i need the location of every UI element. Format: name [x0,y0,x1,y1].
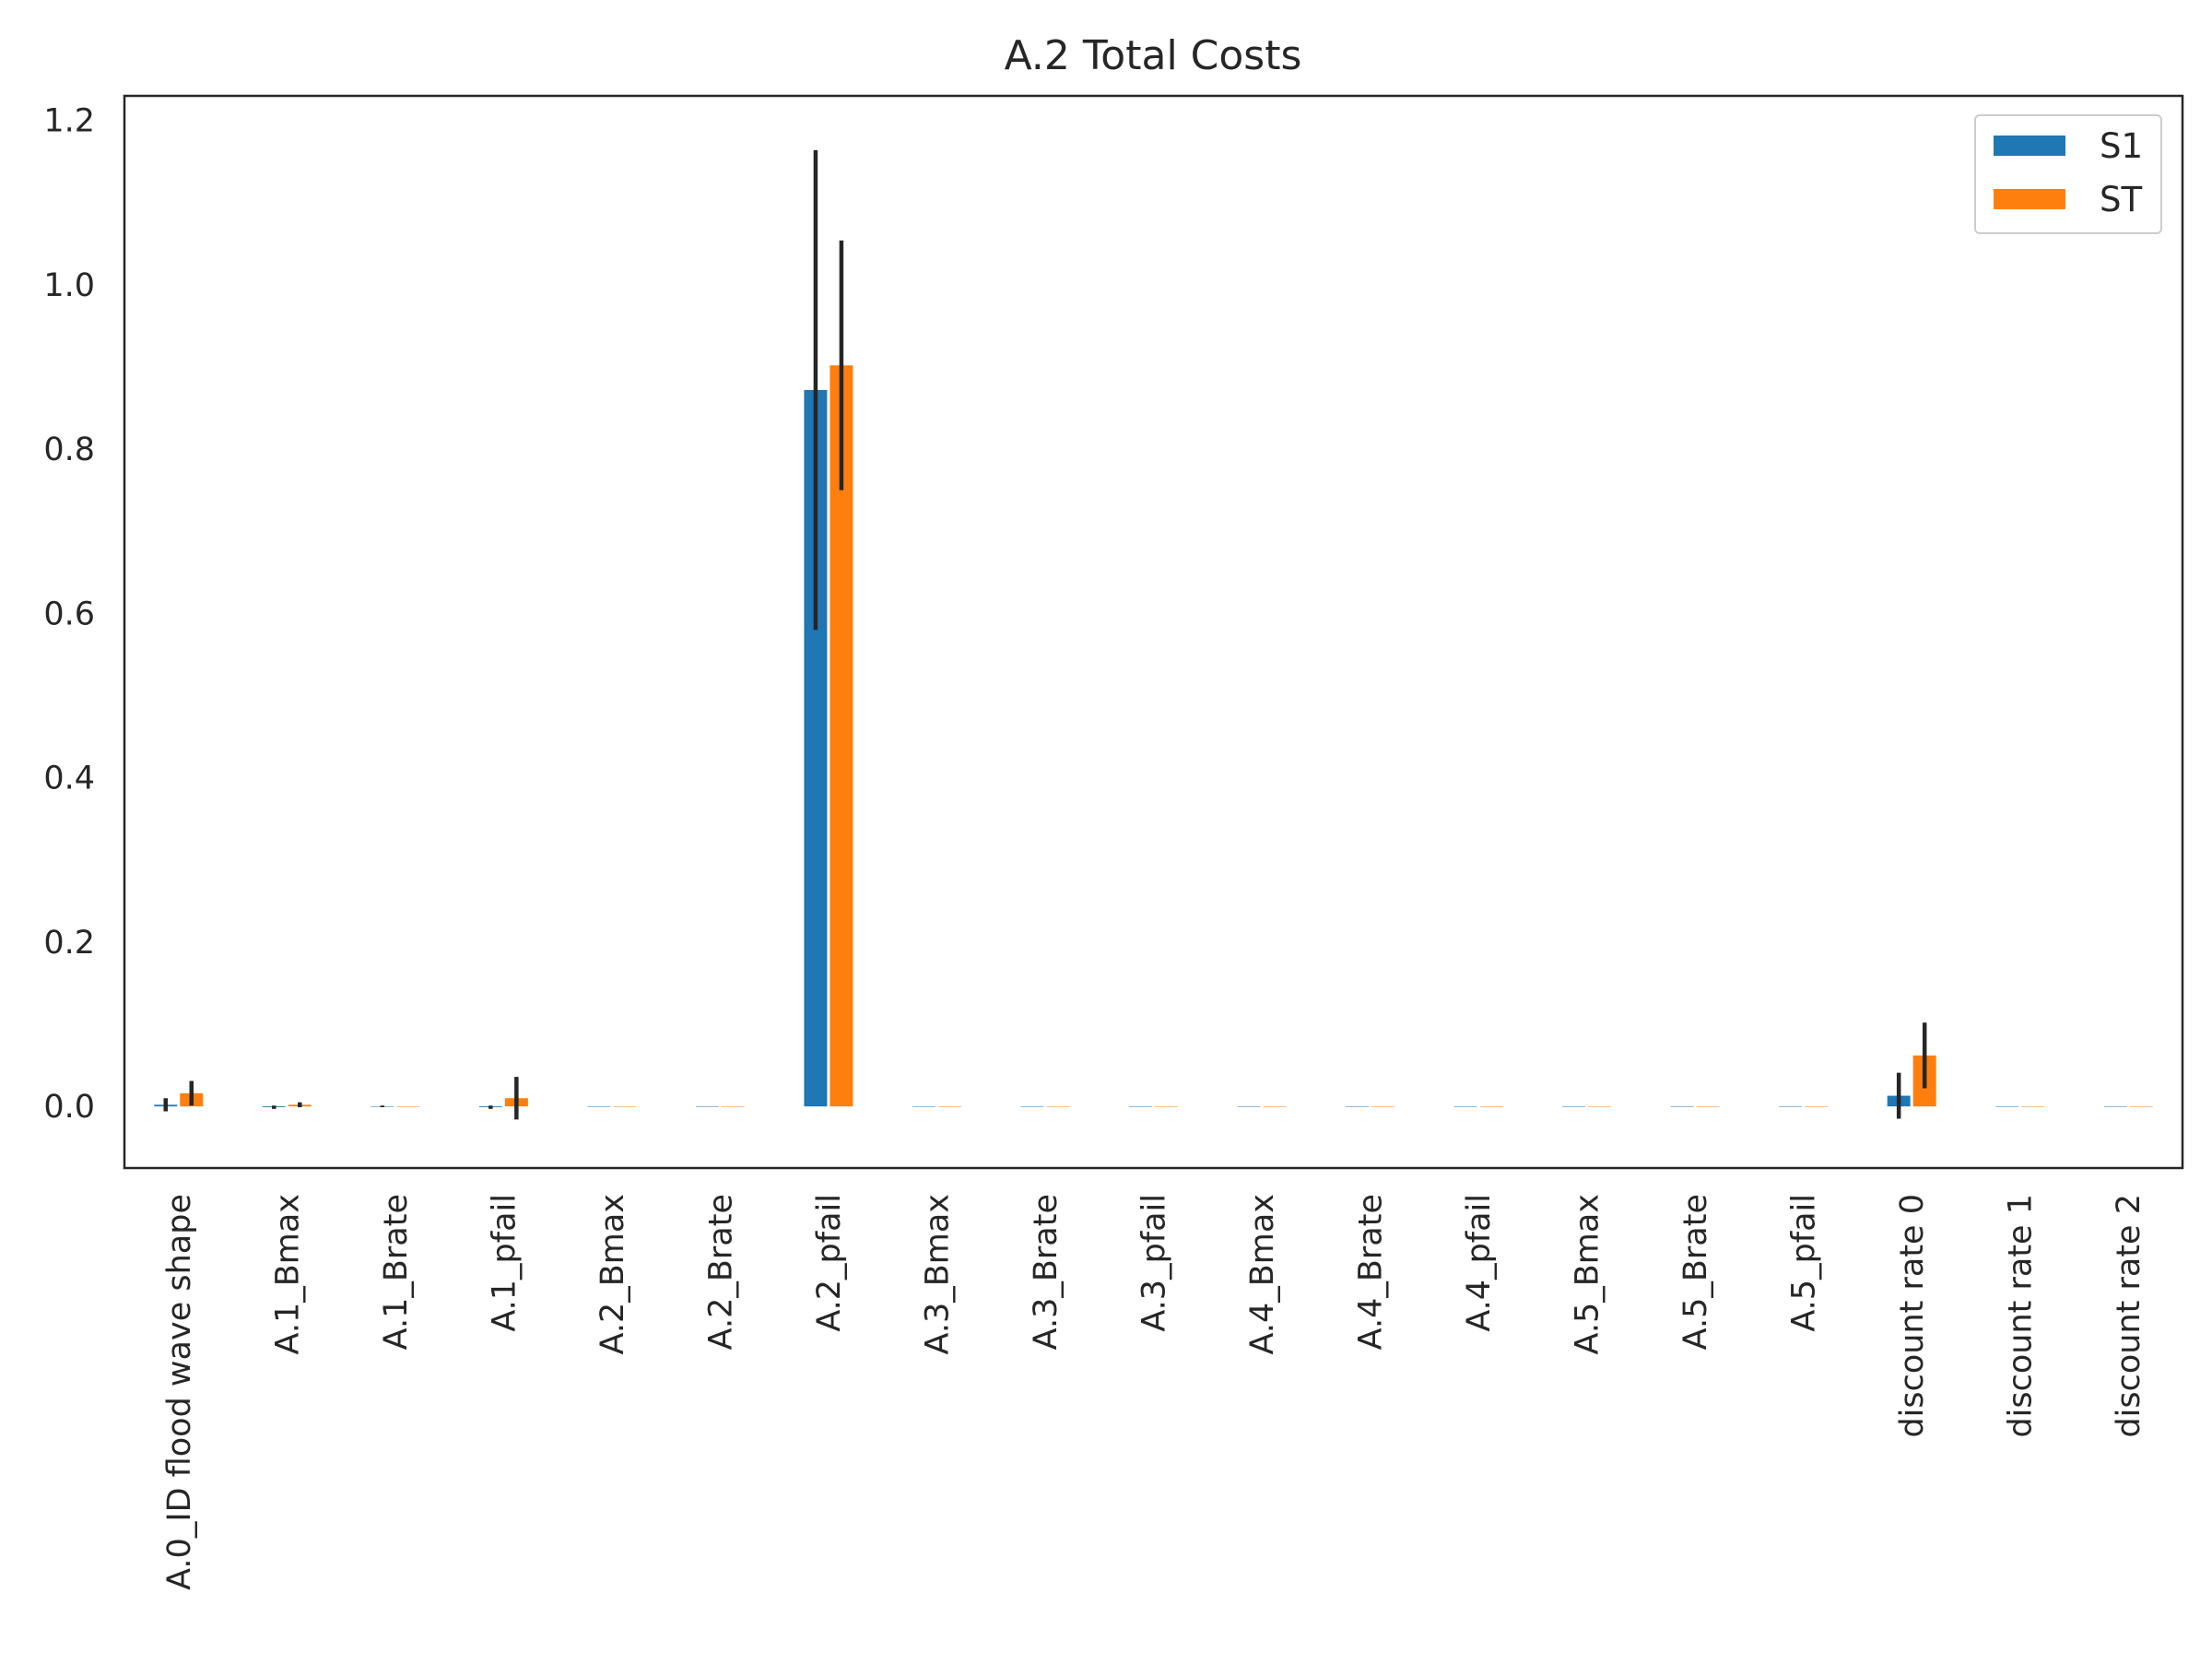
y-tick-label: 1.2 [43,103,95,140]
errorbars-layer [163,149,1927,1120]
y-tick-label: 0.6 [43,596,95,632]
y-tick-label: 0.8 [43,431,95,468]
legend: S1 ST [1974,114,2162,234]
bar-st-15 [1805,1106,1829,1107]
y-tick-label: 0.2 [43,925,95,962]
bar-st-12 [1479,1106,1503,1107]
bar-st-14 [1696,1106,1720,1107]
x-tick-label: A.5_Bmax [1570,1194,1606,1355]
x-tick-label: A.5_Brate [1677,1194,1714,1350]
chart-title: A.2 Total Costs [1005,32,1302,79]
bar-s1-15 [1779,1106,1803,1107]
x-tick-label: discount rate 2 [2111,1194,2147,1438]
legend-label-st: ST [2100,180,2142,219]
bar-s1-14 [1670,1106,1694,1107]
bar-st-2 [396,1106,420,1107]
bar-st-10 [1263,1106,1287,1107]
bar-st-17 [2021,1106,2045,1107]
bar-st-11 [1371,1106,1395,1107]
bar-st-7 [937,1106,961,1107]
x-tick-label: discount rate 1 [2003,1194,2040,1438]
y-tick-label: 1.0 [43,267,95,304]
bar-s1-17 [1995,1106,2019,1107]
bar-st-4 [613,1106,637,1107]
legend-label-s1: S1 [2100,126,2143,166]
bar-st-18 [2129,1106,2153,1107]
bar-st-8 [1046,1106,1070,1107]
x-tick-label: A.3_Bmax [919,1194,956,1355]
y-axis: 0.0 0.2 0.4 0.6 0.8 1.0 1.2 [43,103,95,1126]
x-axis: A.0_ID flood wave shape A.1_Bmax A.1_Brate… [161,1194,2147,1590]
x-tick-label: A.1_pfail [486,1194,523,1332]
legend-swatch-s1 [1994,136,2065,156]
x-tick-label: A.2_Bmax [594,1194,631,1355]
bar-st-5 [721,1106,745,1107]
bar-s1-13 [1562,1106,1586,1107]
y-tick-label: 0.4 [43,761,95,797]
bar-s1-10 [1237,1106,1261,1107]
y-tick-label: 0.0 [43,1089,95,1126]
bar-s1-4 [587,1106,611,1107]
x-tick-label: A.0_ID flood wave shape [161,1194,198,1590]
x-tick-label: A.1_Bmax [269,1194,306,1355]
bar-st-13 [1588,1106,1612,1107]
bar-s1-5 [695,1106,719,1107]
x-tick-label: A.1_Brate [378,1194,415,1350]
x-tick-label: A.2_Brate [702,1194,739,1350]
x-tick-label: A.4_pfail [1461,1194,1498,1332]
bar-s1-12 [1453,1106,1477,1107]
x-tick-label: A.4_Brate [1353,1194,1390,1350]
x-tick-label: A.4_Bmax [1244,1194,1281,1355]
bar-s1-18 [2103,1106,2127,1107]
bar-s1-11 [1346,1106,1370,1107]
x-tick-label: A.5_pfail [1786,1194,1823,1332]
x-tick-label: A.3_Brate [1028,1194,1065,1350]
bar-st-9 [1155,1106,1178,1107]
x-tick-label: A.3_pfail [1136,1194,1173,1332]
bars-layer [154,365,2153,1108]
bar-s1-9 [1129,1106,1152,1107]
plot-frame [123,94,2184,1170]
x-tick-label: discount rate 0 [1894,1194,1931,1438]
x-tick-label: A.2_pfail [811,1194,848,1332]
bar-s1-7 [912,1106,935,1107]
legend-swatch-st [1994,189,2065,209]
bar-s1-8 [1020,1106,1044,1107]
